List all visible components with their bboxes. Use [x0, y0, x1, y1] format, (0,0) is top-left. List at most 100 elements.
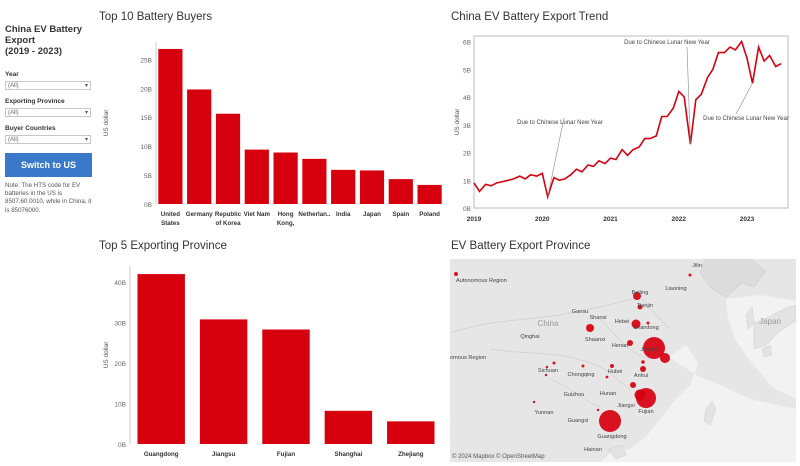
- bar-zhejiang[interactable]: [387, 421, 435, 444]
- map-label: Beijing: [632, 290, 649, 296]
- x-tick-label: Guangdong: [144, 451, 179, 458]
- map-label: Qinghai: [520, 334, 539, 340]
- map-label: Autonomous Region: [456, 278, 507, 284]
- annotation-label: Due to Chinese Lunar New Year: [517, 120, 603, 126]
- bar-india[interactable]: [331, 169, 356, 204]
- bar-republic-of-korea[interactable]: [215, 113, 241, 204]
- x-tick-label: Japan: [363, 211, 381, 218]
- province-marker[interactable]: [599, 410, 621, 432]
- province-map[interactable]: Autonomous Region Jilin Liaoning Beijing Tia…: [450, 259, 796, 462]
- x-tick-label: Fujian: [277, 451, 295, 458]
- bar-hong-kong-[interactable]: [273, 152, 298, 204]
- y-tick-label: 40B: [114, 280, 126, 287]
- x-tick-label: Spain: [392, 211, 409, 218]
- bar-japan[interactable]: [359, 170, 385, 204]
- bar-viet-nam[interactable]: [244, 149, 269, 204]
- province-marker[interactable]: [532, 400, 536, 404]
- export-trend-line-chart: 0B 1B 2B 3B 4B 5B 6B US dollar 2019 2020 2021 2022 2…: [454, 35, 789, 223]
- province-marker[interactable]: [545, 365, 549, 369]
- map-label: Jiangsu: [640, 347, 659, 353]
- bar-guangdong[interactable]: [137, 274, 185, 444]
- bar-netherlan-[interactable]: [302, 158, 327, 204]
- province-marker[interactable]: [581, 364, 585, 368]
- map-label: Hunan: [600, 391, 616, 397]
- y-tick-label: 0B: [463, 206, 471, 213]
- bar-united-states[interactable]: [158, 48, 183, 204]
- province-filter-select[interactable]: (All) ▾: [5, 108, 91, 117]
- province-marker[interactable]: [660, 353, 670, 363]
- annotation-leader: [735, 83, 753, 115]
- province-marker[interactable]: [630, 382, 636, 388]
- map-label: Jilin: [692, 263, 702, 269]
- bar-fujian[interactable]: [262, 329, 310, 444]
- y-tick-label: 6B: [463, 40, 471, 47]
- province-marker[interactable]: [631, 319, 641, 329]
- x-tick-label: Zhejiang: [398, 451, 424, 458]
- map-canvas: Autonomous Region Jilin Liaoning Beijing Tia…: [450, 259, 796, 462]
- province-marker[interactable]: [544, 373, 548, 377]
- x-tick-label: 2020: [535, 216, 550, 223]
- bar-spain[interactable]: [388, 179, 413, 204]
- province-marker[interactable]: [688, 273, 692, 277]
- map-label: Japan: [759, 317, 781, 326]
- x-tick-label: Republic: [215, 211, 242, 218]
- x-tick-label: Poland: [419, 211, 440, 218]
- annotation-label: Due to Chinese Lunar New Year: [624, 40, 710, 46]
- province-marker[interactable]: [646, 321, 650, 325]
- x-tick-label: Netherlan..: [298, 211, 330, 218]
- y-tick-label: 5B: [144, 173, 152, 180]
- y-tick-label: 1B: [463, 178, 471, 185]
- y-tick-label: 3B: [463, 123, 471, 130]
- map-label: Henan: [612, 343, 628, 349]
- province-marker[interactable]: [636, 388, 656, 408]
- map-label: Gansu: [572, 309, 588, 315]
- x-tick-label: of Korea: [215, 220, 241, 227]
- y-tick-label: 30B: [114, 321, 126, 328]
- province-marker[interactable]: [640, 366, 646, 372]
- x-tick-label: India: [336, 211, 351, 218]
- x-tick-label: Germany: [186, 211, 213, 218]
- x-tick-label: Shanghai: [334, 451, 362, 458]
- x-tick-label: United: [161, 211, 180, 218]
- map-label: Hebei: [615, 319, 630, 325]
- province-marker[interactable]: [633, 292, 641, 300]
- province-marker[interactable]: [586, 324, 594, 332]
- x-tick-label: 2019: [467, 216, 482, 223]
- province-marker[interactable]: [596, 408, 600, 412]
- province-chart-title: Top 5 Exporting Province: [99, 240, 227, 252]
- bar-jiangsu[interactable]: [199, 319, 248, 444]
- bar-germany[interactable]: [187, 89, 212, 204]
- y-tick-label: 25B: [140, 57, 152, 64]
- y-tick-label: 20B: [114, 361, 126, 368]
- map-label: Yunnan: [535, 410, 554, 416]
- bar-poland[interactable]: [417, 184, 442, 204]
- province-marker[interactable]: [610, 364, 614, 368]
- province-marker[interactable]: [637, 304, 643, 310]
- y-tick-label: 4B: [463, 95, 471, 102]
- x-tick-label: Viet Nam: [244, 211, 271, 218]
- province-marker[interactable]: [552, 361, 556, 365]
- export-trend-line[interactable]: [473, 39, 782, 200]
- y-tick-label: 15B: [140, 115, 152, 122]
- bar-shanghai[interactable]: [324, 410, 373, 444]
- province-marker[interactable]: [627, 340, 633, 346]
- annotation-label: Due to Chinese Lunar New Year: [703, 116, 789, 122]
- province-marker[interactable]: [605, 375, 609, 379]
- plot-frame: [473, 35, 789, 209]
- map-label: Jiangxi: [617, 403, 634, 409]
- chevron-down-icon: ▾: [84, 137, 88, 143]
- year-filter-select[interactable]: (All) ▾: [5, 81, 91, 90]
- x-tick-label: 2021: [603, 216, 618, 223]
- buyer-filter-select[interactable]: (All) ▾: [5, 135, 91, 144]
- map-label: Guizhou: [564, 392, 585, 398]
- province-marker[interactable]: [641, 360, 645, 364]
- province-marker[interactable]: [643, 337, 665, 359]
- y-tick-label: 0B: [118, 442, 126, 449]
- switch-to-us-button[interactable]: Switch to US: [5, 153, 92, 177]
- trend-chart-title: China EV Battery Export Trend: [451, 11, 609, 23]
- annotation-leader: [547, 117, 565, 197]
- province-marker[interactable]: [454, 272, 458, 276]
- map-label: Guangxi: [568, 418, 589, 424]
- x-tick-label: Kong,: [277, 220, 295, 227]
- year-filter-label: Year: [5, 71, 19, 78]
